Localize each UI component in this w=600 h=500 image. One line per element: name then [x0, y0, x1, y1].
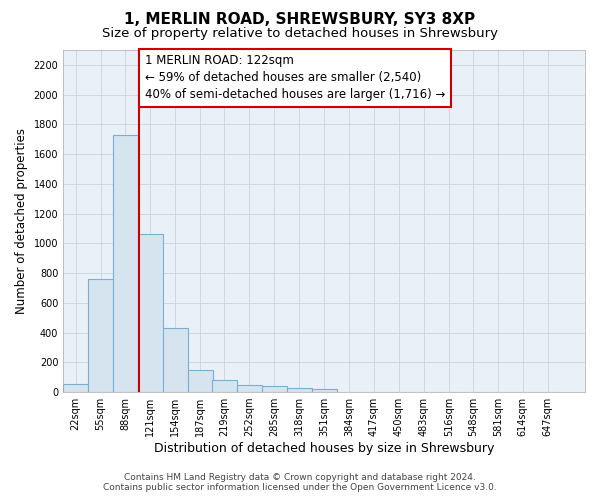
Text: 1 MERLIN ROAD: 122sqm
← 59% of detached houses are smaller (2,540)
40% of semi-d: 1 MERLIN ROAD: 122sqm ← 59% of detached …: [145, 54, 445, 102]
Text: Contains HM Land Registry data © Crown copyright and database right 2024.
Contai: Contains HM Land Registry data © Crown c…: [103, 473, 497, 492]
Bar: [63, 384, 88, 392]
Bar: [138, 234, 163, 392]
Bar: [188, 370, 212, 392]
Bar: [212, 380, 237, 392]
Bar: [163, 328, 188, 392]
Bar: [113, 135, 138, 392]
Bar: [237, 386, 262, 392]
X-axis label: Distribution of detached houses by size in Shrewsbury: Distribution of detached houses by size …: [154, 442, 494, 455]
Y-axis label: Number of detached properties: Number of detached properties: [15, 128, 28, 314]
Text: Size of property relative to detached houses in Shrewsbury: Size of property relative to detached ho…: [102, 28, 498, 40]
Bar: [262, 386, 287, 392]
Text: 1, MERLIN ROAD, SHREWSBURY, SY3 8XP: 1, MERLIN ROAD, SHREWSBURY, SY3 8XP: [124, 12, 476, 28]
Bar: [88, 279, 113, 392]
Bar: [311, 389, 337, 392]
Bar: [287, 388, 311, 392]
